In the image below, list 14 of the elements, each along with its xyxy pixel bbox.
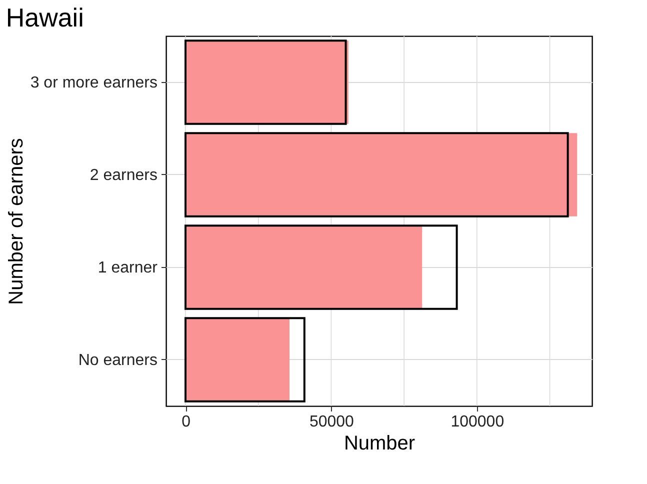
x-axis-title: Number — [344, 432, 416, 454]
y-tick-label: 2 earners — [90, 166, 158, 184]
y-tick-label: 1 earner — [98, 259, 158, 276]
x-tick-label: 100000 — [450, 414, 504, 430]
bar — [186, 318, 290, 402]
bar — [184, 317, 306, 402]
bar — [186, 226, 422, 309]
y-axis-title: Number of earners — [5, 138, 28, 305]
chart-title: Hawaii — [6, 2, 84, 33]
y-tick-label: 3 or more earners — [30, 74, 158, 92]
x-tick-label: 0 — [182, 414, 191, 430]
bar — [184, 224, 458, 310]
x-tick-label: 50000 — [309, 414, 354, 430]
y-tick-label: No earners — [78, 352, 158, 369]
